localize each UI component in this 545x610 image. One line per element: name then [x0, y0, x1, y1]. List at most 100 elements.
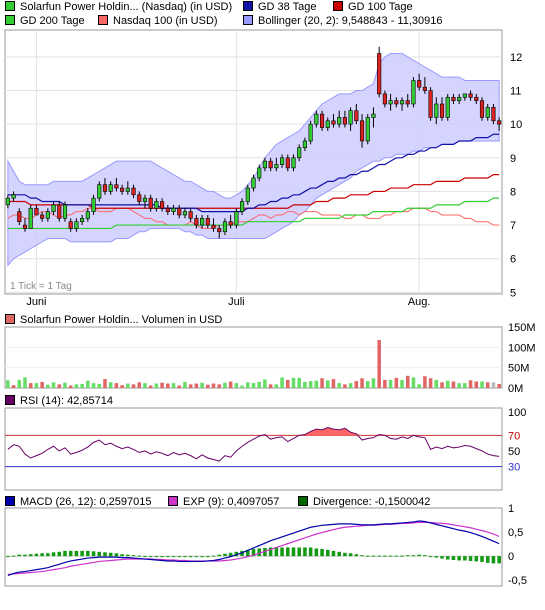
volume-bar	[274, 384, 279, 388]
divergence-bar	[166, 556, 170, 558]
candle-body	[188, 211, 193, 219]
divergence-bar	[46, 553, 50, 557]
candle-body	[382, 93, 387, 105]
price-y-tick: 11	[510, 86, 521, 98]
volume-bar	[211, 383, 216, 388]
candle-body	[285, 157, 290, 169]
candle-body	[257, 167, 262, 179]
candle-body	[348, 110, 353, 125]
volume-bar	[137, 382, 142, 388]
volume-bar	[80, 383, 84, 388]
volume-bar	[223, 382, 227, 388]
volume-bar	[308, 381, 313, 388]
candle-body	[80, 218, 85, 222]
divergence-bar	[388, 555, 393, 557]
divergence-bar	[97, 551, 102, 557]
volume-bar	[188, 384, 193, 388]
candle-body	[120, 187, 125, 192]
candle-body	[411, 80, 416, 105]
candle-body	[365, 117, 370, 142]
tick-note: 1 Tick = 1 Tag	[10, 281, 72, 292]
candle-body	[308, 123, 313, 142]
macd-line	[7, 520, 500, 576]
divergence-bar	[11, 555, 16, 557]
legend-gd100-label: GD 100 Tage	[348, 1, 413, 13]
price-y-tick: 6	[510, 254, 516, 266]
candle-body	[114, 184, 119, 189]
exp-line	[7, 521, 500, 576]
macd-panel	[4, 507, 503, 587]
divergence-bar	[383, 555, 387, 557]
divergence-bar	[57, 551, 62, 557]
candle-body	[57, 204, 62, 219]
candle-body	[377, 53, 382, 95]
divergence-bar	[148, 556, 153, 558]
candle-body	[291, 157, 296, 169]
candle-body	[160, 201, 165, 209]
volume-y-tick: 150M	[508, 322, 536, 334]
volume-bar	[388, 379, 393, 388]
candle-body	[485, 107, 490, 118]
divergence-bar	[371, 555, 376, 557]
volume-bar	[171, 383, 176, 388]
volume-bar	[365, 381, 370, 388]
candle-body	[17, 211, 22, 222]
volume-bar	[303, 381, 307, 388]
legend-divergence-swatch	[298, 496, 308, 506]
volume-bar	[166, 383, 170, 388]
volume-bar	[131, 384, 136, 388]
divergence-bar	[457, 556, 461, 561]
candle-body	[205, 218, 210, 226]
x-tick-label: Juni	[26, 296, 46, 308]
volume-bar	[228, 381, 233, 388]
volume-bar	[246, 382, 250, 388]
divergence-bar	[480, 556, 484, 562]
volume-bar	[183, 381, 187, 388]
candle-body	[97, 184, 102, 199]
volume-bar	[320, 378, 324, 388]
bollinger-band	[7, 53, 500, 267]
volume-bar	[57, 384, 62, 388]
divergence-bar	[171, 556, 176, 558]
candle-body	[125, 187, 130, 192]
volume-y-tick: 100M	[508, 342, 536, 354]
divergence-bar	[40, 553, 44, 557]
volume-panel	[4, 326, 503, 389]
divergence-bar	[474, 556, 479, 562]
divergence-bar	[463, 556, 467, 561]
volume-bar	[28, 383, 33, 388]
volume-bar	[360, 378, 364, 388]
legend-gd100-swatch	[333, 1, 343, 11]
candle-body	[62, 204, 68, 219]
legend-gd38-swatch	[243, 1, 253, 11]
candle-body	[234, 211, 239, 226]
candle-body	[22, 224, 28, 229]
price-y-tick: 9	[510, 153, 516, 165]
candle-body	[142, 197, 148, 202]
gd38-line	[7, 133, 500, 213]
legend-price: Solarfun Power Holdin... (Nasdaq) (in US…	[5, 1, 232, 14]
divergence-bar	[86, 550, 90, 557]
candle-body	[182, 211, 188, 216]
legend-divergence-label: Divergence: -0,1500042	[313, 496, 431, 508]
divergence-bar	[354, 554, 359, 557]
divergence-bar	[246, 549, 250, 557]
volume-bar	[251, 383, 256, 388]
divergence-bar	[280, 547, 284, 557]
volume-bar	[343, 384, 347, 388]
candle-body	[439, 103, 445, 118]
divergence-bar	[228, 552, 233, 557]
divergence-bar	[51, 552, 56, 557]
volume-bar	[240, 385, 244, 388]
volume-bar	[400, 379, 404, 388]
candle-body	[417, 80, 422, 88]
volume-bar	[280, 377, 284, 388]
divergence-bar	[411, 555, 416, 557]
volume-bar	[268, 384, 273, 388]
volume-bar	[217, 384, 221, 388]
candle-body	[302, 140, 307, 149]
legend-gd38-label: GD 38 Tage	[258, 1, 317, 13]
divergence-bar	[63, 550, 67, 557]
legend-nasdaq: Nasdaq 100 (in USD)	[98, 15, 218, 28]
divergence-bar	[6, 556, 10, 558]
